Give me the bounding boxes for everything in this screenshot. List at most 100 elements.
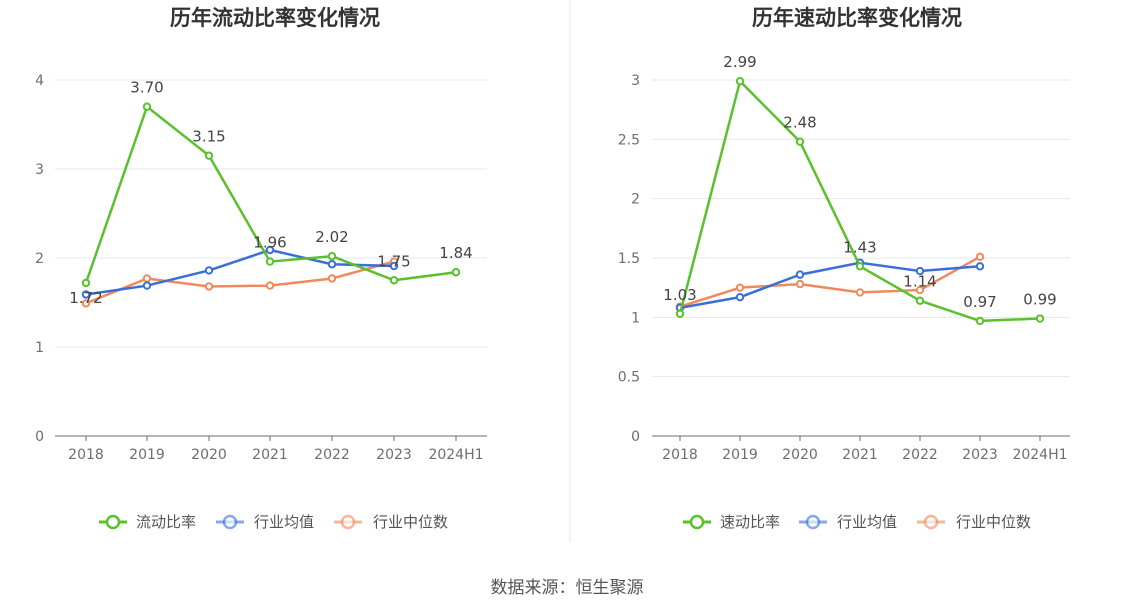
x-tick-label: 2021 — [842, 447, 878, 463]
legend-label: 速动比率 — [720, 513, 780, 531]
y-tick-label: 4 — [35, 73, 44, 89]
y-tick-label: 1.5 — [618, 251, 640, 267]
y-tick-label: 3 — [35, 162, 44, 178]
data-source-note: 数据来源：恒生聚源 — [490, 578, 644, 598]
data-label: 0.99 — [1023, 291, 1056, 309]
series-line-1 — [679, 261, 981, 310]
data-label: 1.03 — [663, 286, 696, 304]
data-label: 1.75 — [377, 252, 410, 270]
x-tick-label: 2020 — [191, 447, 227, 463]
legend-item[interactable]: 行业中位数 — [334, 513, 448, 531]
x-tick-label: 2021 — [252, 447, 288, 463]
legend-marker — [805, 514, 821, 530]
legend-item[interactable]: 行业中位数 — [917, 513, 1031, 531]
data-point[interactable] — [142, 281, 152, 290]
data-label: 3.70 — [130, 79, 163, 97]
legend-item[interactable]: 行业均值 — [216, 513, 314, 531]
data-label: 1.84 — [439, 244, 472, 262]
data-point[interactable] — [795, 137, 805, 146]
x-tick-label: 2023 — [962, 447, 998, 463]
y-tick-label: 2 — [631, 192, 640, 208]
data-point[interactable] — [81, 290, 91, 299]
data-point[interactable] — [389, 261, 399, 271]
data-point[interactable] — [915, 285, 925, 295]
data-point[interactable] — [81, 299, 91, 308]
data-point[interactable] — [735, 292, 745, 302]
x-tick-label: 2019 — [722, 447, 758, 463]
data-label: 0.97 — [963, 293, 996, 311]
data-point[interactable] — [975, 316, 985, 326]
legend-item[interactable]: 流动比率 — [99, 513, 196, 531]
series-line-2 — [85, 260, 395, 305]
data-label: 1.43 — [843, 238, 876, 256]
y-tick-label: 2.5 — [618, 132, 640, 148]
data-label: 2.99 — [723, 53, 756, 71]
data-point[interactable] — [855, 262, 865, 271]
data-point[interactable] — [1035, 314, 1045, 323]
y-tick-label: 0.5 — [618, 370, 640, 386]
series-line-0 — [678, 79, 1041, 323]
data-point[interactable] — [265, 245, 275, 255]
y-tick-label: 1 — [35, 340, 44, 356]
legend-label: 流动比率 — [136, 513, 196, 531]
chart-title: 历年速动比率变化情况 — [752, 6, 962, 30]
data-point[interactable] — [975, 252, 985, 262]
chart-title: 历年流动比率变化情况 — [170, 6, 380, 30]
x-tick-label: 2024H1 — [1012, 447, 1067, 463]
x-tick-label: 2022 — [314, 447, 350, 463]
data-point[interactable] — [451, 268, 461, 277]
data-point[interactable] — [389, 276, 399, 285]
data-point[interactable] — [327, 260, 337, 269]
series-line-2 — [679, 255, 981, 308]
y-tick-label: 0 — [35, 429, 44, 445]
data-point[interactable] — [915, 266, 925, 276]
data-point[interactable] — [915, 296, 925, 305]
chart-panel-2: 历年速动比率变化情况 0 0.5 1 1.5 2 2.5 3 2018 2019 2020 2021 2… — [618, 6, 1070, 531]
data-point[interactable] — [735, 283, 745, 292]
x-tick-label: 2018 — [662, 447, 698, 463]
legend-item[interactable]: 行业均值 — [799, 513, 897, 531]
data-point[interactable] — [142, 274, 152, 283]
x-tick-label: 2022 — [902, 447, 938, 463]
data-label: 2.02 — [315, 228, 348, 246]
series-line-1 — [85, 248, 395, 296]
legend-label: 行业均值 — [837, 513, 897, 531]
data-point[interactable] — [327, 274, 337, 283]
data-point[interactable] — [675, 309, 685, 318]
data-label: 2.48 — [783, 114, 816, 132]
data-point[interactable] — [795, 270, 805, 279]
legend-label: 行业均值 — [254, 513, 314, 531]
legend-marker — [105, 514, 121, 530]
data-point[interactable] — [204, 282, 214, 291]
data-label: 1.72 — [69, 289, 102, 307]
data-point[interactable] — [735, 76, 745, 86]
legend-label: 行业中位数 — [956, 513, 1031, 531]
data-point[interactable] — [265, 281, 275, 290]
x-tick-label: 2019 — [129, 447, 165, 463]
legend-item[interactable]: 速动比率 — [683, 513, 780, 531]
legend-label: 行业中位数 — [373, 513, 448, 531]
legend-marker — [923, 514, 939, 530]
data-point[interactable] — [204, 266, 214, 275]
data-point[interactable] — [204, 151, 214, 160]
data-point[interactable] — [142, 102, 152, 111]
x-tick-label: 2024H1 — [428, 447, 483, 463]
data-point[interactable] — [795, 279, 805, 289]
y-tick-label: 3 — [631, 73, 640, 89]
data-point[interactable] — [855, 288, 865, 297]
legend-marker — [689, 514, 705, 530]
legend-marker — [222, 514, 238, 530]
x-tick-label: 2023 — [376, 447, 412, 463]
data-label: 1.96 — [253, 234, 286, 252]
data-point[interactable] — [327, 252, 337, 261]
y-tick-label: 0 — [631, 429, 640, 445]
data-point[interactable] — [81, 278, 91, 288]
y-tick-label: 1 — [631, 310, 640, 326]
chart-panel-1: 历年流动比率变化情况 0 1 2 3 4 2018 2019 2020 2021 2022 2023 2… — [35, 6, 487, 531]
x-tick-label: 2020 — [782, 447, 818, 463]
data-point[interactable] — [975, 262, 985, 271]
y-tick-label: 2 — [35, 251, 44, 267]
data-point[interactable] — [265, 257, 275, 266]
